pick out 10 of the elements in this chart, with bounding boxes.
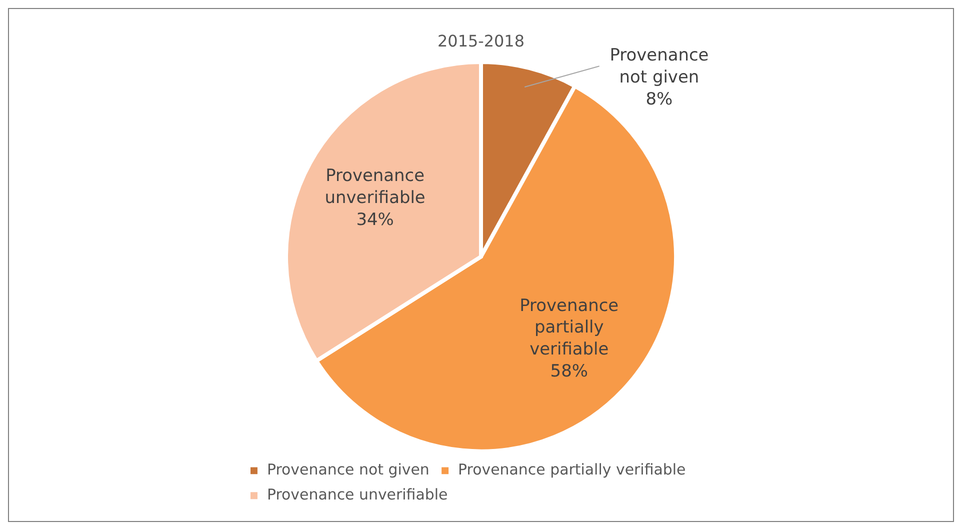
slice-label: Provenance partially verifiable [520, 294, 619, 359]
legend-label: Provenance unverifiable [266, 485, 448, 504]
slice-label: Provenance unverifiable [324, 165, 426, 207]
legend-label: Provenance partially verifiable [458, 460, 686, 479]
data-label: 58% [550, 360, 588, 381]
data-label: 8% [646, 88, 673, 108]
chart-title: 2015-2018 [438, 32, 524, 51]
slice-label: Provenance not given [610, 44, 709, 86]
data-label: 34% [356, 208, 394, 229]
legend-label: Provenance not given [266, 460, 430, 479]
